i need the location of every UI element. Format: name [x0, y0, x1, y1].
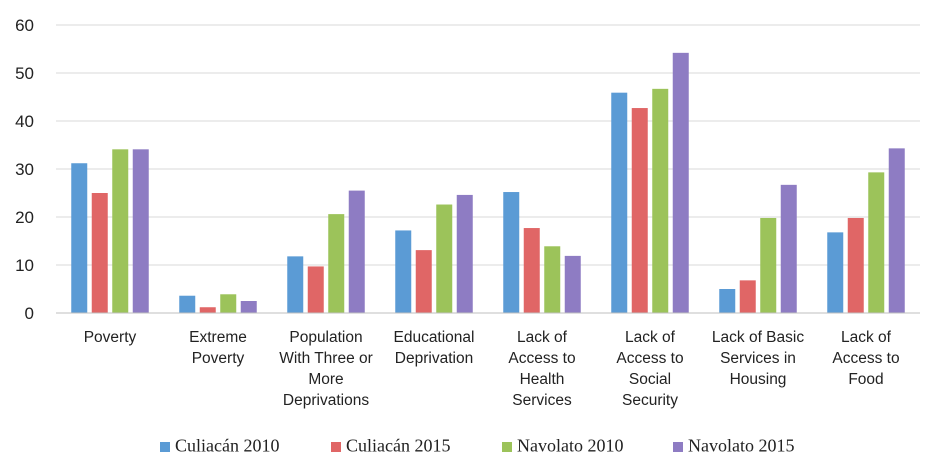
bar — [847, 217, 864, 313]
legend-item: Navolato 2010 — [502, 436, 623, 456]
bars — [71, 52, 905, 314]
bar — [564, 255, 581, 313]
x-category-label: Educational Deprivation — [393, 329, 474, 367]
bar — [91, 193, 108, 313]
legend-item: Culiacán 2015 — [331, 436, 450, 456]
legend-label: Navolato 2015 — [688, 436, 794, 456]
bar — [456, 194, 473, 313]
legend-swatch — [331, 442, 341, 452]
y-tick-label: 0 — [25, 304, 34, 323]
legend-label: Culiacán 2010 — [175, 436, 279, 456]
bar — [240, 301, 257, 313]
bar — [179, 295, 196, 313]
x-category-label: Poverty — [84, 329, 137, 346]
bar — [544, 246, 561, 313]
bar — [132, 149, 149, 313]
bar — [395, 230, 412, 313]
bar — [631, 108, 648, 313]
bar — [827, 232, 844, 313]
y-tick-label: 10 — [15, 256, 34, 275]
x-axis-categories: Poverty Extreme Poverty Population With Thre… — [84, 329, 900, 409]
legend-swatch — [673, 442, 683, 452]
x-category-label: Lack of Access to Health Services — [508, 329, 575, 409]
bar — [503, 192, 520, 313]
bar — [868, 172, 885, 313]
x-category-label: Lack of Access to Social Security — [616, 329, 683, 409]
x-category-label: Extreme Poverty — [189, 329, 247, 367]
legend-item: Culiacán 2010 — [160, 436, 279, 456]
bar — [780, 184, 797, 313]
bar — [220, 294, 237, 313]
y-tick-label: 40 — [15, 112, 34, 131]
legend-item: Navolato 2015 — [673, 436, 794, 456]
legend-swatch — [160, 442, 170, 452]
legend-swatch — [502, 442, 512, 452]
bar — [415, 250, 432, 313]
bar — [307, 266, 324, 313]
y-tick-label: 30 — [15, 160, 34, 179]
bar — [888, 148, 905, 313]
bar — [611, 92, 628, 314]
legend-label: Navolato 2010 — [517, 436, 623, 456]
x-category-label: Lack of Basic Services in Housing — [712, 329, 804, 388]
bar — [760, 217, 777, 313]
bar — [652, 88, 669, 313]
bar — [436, 204, 453, 313]
bar — [112, 149, 129, 313]
x-category-label: Population With Three or More Deprivations — [279, 329, 373, 409]
bar — [199, 307, 216, 313]
y-tick-label: 50 — [15, 64, 34, 83]
legend-label: Culiacán 2015 — [346, 436, 450, 456]
bar — [672, 52, 689, 314]
bar — [523, 228, 540, 313]
y-tick-label: 20 — [15, 208, 34, 227]
bar — [348, 190, 365, 313]
x-category-label: Lack of Access to Food — [832, 329, 899, 388]
y-tick-label: 60 — [15, 16, 34, 35]
bar — [739, 280, 756, 313]
legend: Culiacán 2010 Culiacán 2015 Navolato 2010 N… — [160, 436, 794, 456]
bar — [71, 163, 88, 313]
bar — [328, 214, 345, 313]
y-axis-ticks: 0 10 20 30 40 50 60 — [15, 16, 34, 323]
bar — [287, 256, 304, 313]
bar — [719, 289, 736, 313]
